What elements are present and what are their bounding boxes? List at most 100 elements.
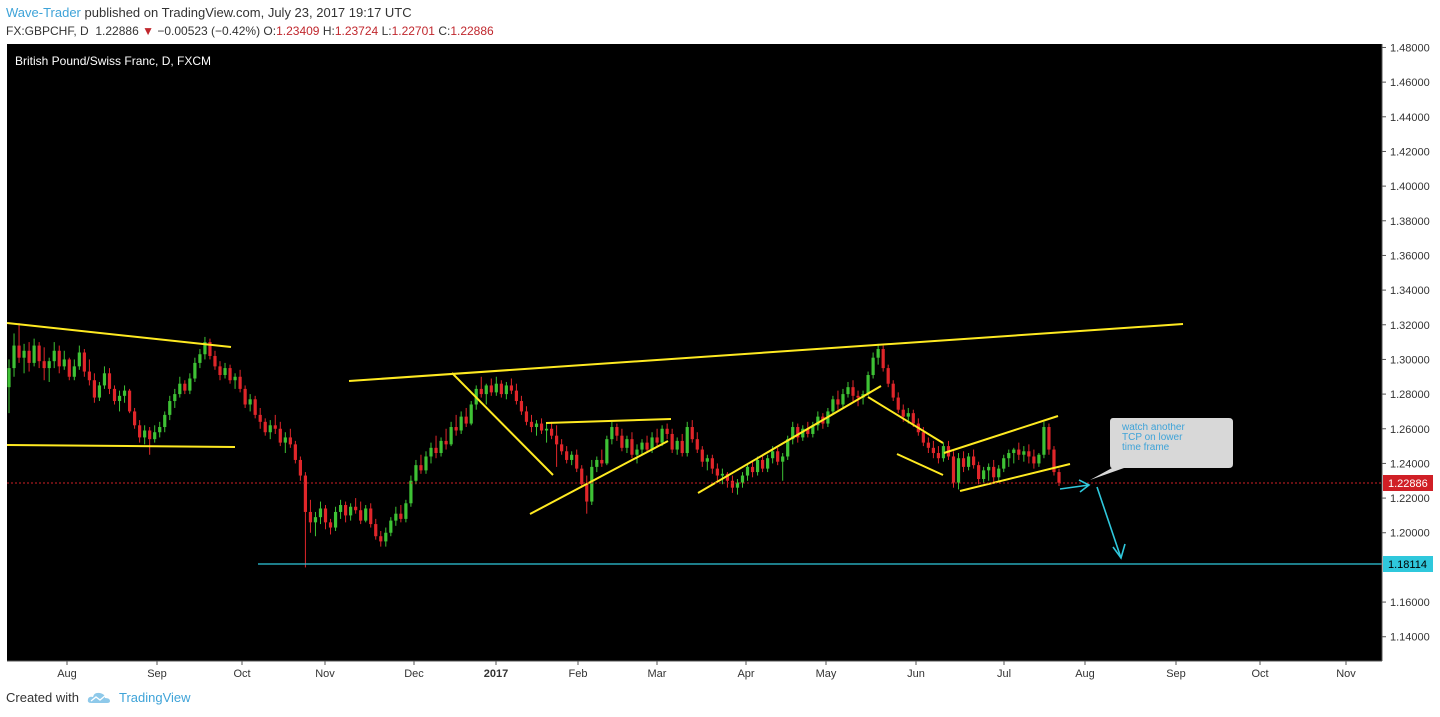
candle [700, 446, 704, 467]
candle [514, 383, 519, 405]
candle [122, 385, 127, 403]
candle [47, 357, 51, 382]
candle [881, 345, 885, 372]
candle [449, 421, 453, 447]
candle [354, 498, 358, 514]
candle [153, 425, 157, 443]
candle [766, 454, 770, 473]
candle [635, 444, 639, 464]
candle [1042, 421, 1046, 459]
candle [745, 463, 750, 481]
trendline[interactable] [6, 322, 232, 348]
candle [112, 385, 117, 405]
candle [52, 342, 56, 369]
y-tick-label: 1.24000 [1390, 458, 1430, 470]
candle [7, 359, 11, 414]
candle [886, 364, 890, 388]
candle [645, 435, 649, 454]
candle [1027, 444, 1031, 464]
candle [630, 432, 634, 459]
candle [670, 428, 674, 454]
y-tick-label: 1.44000 [1390, 112, 1430, 124]
candle [399, 505, 403, 523]
trendline[interactable] [6, 444, 236, 448]
symbol-label: FX:GBPCHF, D [6, 24, 89, 38]
trendline[interactable] [943, 415, 1059, 454]
candle [213, 350, 217, 370]
candle [791, 421, 795, 445]
candlestick-chart[interactable]: watch another TCP on lower time frame Br… [0, 42, 1440, 688]
annotation-text: watch another TCP on lower time frame [1122, 423, 1185, 453]
candle [640, 439, 644, 455]
publish-info: published on TradingView.com, July 23, 2… [80, 5, 412, 20]
candle [293, 440, 297, 464]
candle [675, 437, 679, 455]
candle [243, 385, 247, 408]
candle [560, 439, 564, 455]
candle [298, 456, 302, 481]
candle [12, 333, 16, 377]
candle [549, 421, 554, 440]
candle [469, 401, 473, 426]
candle [223, 362, 227, 379]
x-tick-label: Apr [737, 668, 754, 680]
candle [92, 373, 97, 403]
x-tick-label: Feb [569, 668, 588, 680]
candle [982, 466, 986, 483]
open-label: O: [263, 24, 277, 38]
price-axis[interactable]: 1.48000 1.46000 1.44000 1.42000 1.40000 1.380… [1381, 42, 1430, 661]
candle [484, 383, 488, 405]
high-label: H: [322, 24, 335, 38]
candle [1052, 446, 1056, 476]
current-price-badge: 1.22886 [1383, 475, 1433, 491]
chart-area[interactable]: watch another TCP on lower time frame Br… [0, 42, 1440, 688]
trendline[interactable] [348, 323, 1184, 382]
candle [575, 449, 579, 473]
trendline[interactable] [959, 463, 1071, 492]
candle [680, 433, 684, 457]
price-change: −0.00523 (−0.42%) [157, 24, 261, 38]
candle [555, 425, 559, 467]
candle [198, 349, 202, 369]
trendline[interactable] [545, 418, 672, 424]
candle [193, 357, 197, 382]
trendline[interactable] [529, 440, 669, 515]
candle [931, 440, 936, 459]
candle [308, 499, 313, 533]
candle [539, 418, 544, 434]
candle [1017, 442, 1021, 460]
candle [730, 475, 735, 493]
trendline[interactable] [697, 385, 882, 494]
trendline[interactable] [451, 372, 554, 476]
candle [203, 336, 207, 360]
candle [72, 359, 76, 381]
candle [590, 459, 594, 506]
candle [926, 437, 930, 454]
down-arrow-icon: ▼ [142, 24, 154, 38]
candle [851, 380, 855, 402]
candle [338, 499, 343, 519]
candle [208, 338, 212, 360]
author-link[interactable]: Wave-Trader [6, 5, 81, 20]
candle [369, 503, 373, 528]
x-tick-label: 2017 [484, 668, 508, 680]
candle [404, 499, 408, 523]
time-axis[interactable]: Aug Sep Oct Nov Dec 2017 Feb Mar Apr May Jun Jul Aug… [7, 660, 1382, 680]
close-label: C: [438, 24, 451, 38]
candle [278, 421, 282, 447]
candle [971, 449, 976, 469]
candle [600, 449, 604, 467]
tradingview-link[interactable]: TradingView [118, 690, 191, 705]
candle [956, 453, 961, 490]
high-value: 1.23724 [334, 24, 379, 38]
trendline[interactable] [896, 453, 944, 476]
x-tick-label: Sep [1166, 668, 1186, 680]
candle [605, 435, 609, 466]
candle [148, 427, 152, 455]
annotation-callout[interactable]: watch another TCP on lower time frame [1090, 418, 1233, 480]
candle [37, 342, 41, 369]
candle [97, 381, 102, 402]
trendline[interactable] [867, 396, 944, 444]
candle [660, 425, 664, 447]
candle [479, 376, 483, 398]
